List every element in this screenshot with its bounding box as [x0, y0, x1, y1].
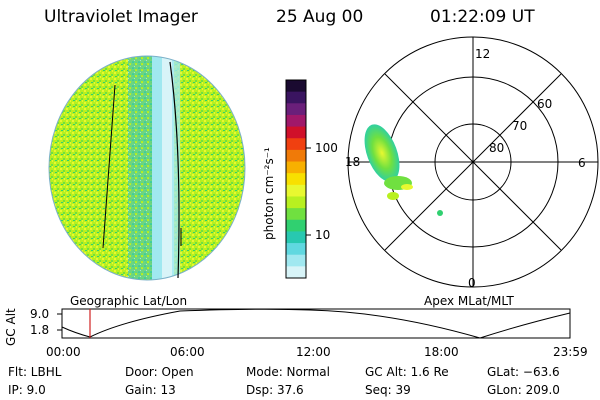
status-gain: Gain: 13 [125, 383, 176, 397]
colorbar [286, 80, 306, 279]
colorbar-segment [286, 243, 306, 256]
timeline-plot [57, 308, 571, 339]
colorbar-segment [286, 266, 306, 279]
status-ip: IP: 9.0 [8, 383, 46, 397]
colorbar-segment [286, 196, 306, 209]
instrument-title: Ultraviolet Imager [44, 7, 198, 27]
time-label: 01:22:09 UT [430, 7, 535, 27]
auroral-emission [364, 124, 400, 182]
colorbar-segment [286, 126, 306, 139]
timeline-ylabel: GC Alt [4, 308, 18, 346]
terminator-line [169, 61, 180, 279]
date-label: 25 Aug 00 [276, 7, 364, 27]
colorbar-segment [286, 91, 306, 104]
colorbar-segment [286, 173, 306, 186]
earth-disk-image [49, 56, 245, 280]
status-seq: Seq: 39 [365, 383, 411, 397]
colorbar-segment [286, 161, 306, 174]
left-panel-caption: Geographic Lat/Lon [70, 294, 188, 308]
mlt-label-0: 0 [468, 276, 476, 290]
colorbar-segment [286, 208, 306, 221]
colorbar-label: photon cm⁻²s⁻¹ [262, 147, 276, 240]
colorbar-segment [286, 254, 306, 267]
colorbar-segment [286, 103, 306, 116]
x-tick-0600: 06:00 [170, 345, 205, 359]
colorbar-segment [286, 184, 306, 197]
mlt-label-12: 12 [475, 47, 491, 61]
status-door: Door: Open [125, 365, 194, 379]
y-tick-1-8: 1.8 [30, 323, 50, 337]
y-tick-9: 9.0 [30, 307, 50, 321]
colorbar-tick-100: 100 [315, 141, 338, 155]
mlt-label-6: 6 [578, 156, 586, 170]
x-tick-1800: 18:00 [424, 345, 459, 359]
x-tick-2359: 23:59 [553, 345, 588, 359]
lat-label-60: 60 [537, 97, 553, 111]
colorbar-segment [286, 149, 306, 163]
x-tick-0000: 00:00 [46, 345, 81, 359]
colorbar-tick-10: 10 [315, 228, 331, 242]
polar-caption: Apex MLat/MLT [424, 294, 514, 308]
lat-label-70: 70 [512, 119, 528, 133]
status-mode: Mode: Normal [246, 365, 330, 379]
colorbar-segment [286, 219, 306, 232]
status-filter: Flt: LBHL [8, 365, 62, 379]
status-glon: GLon: 209.0 [487, 383, 560, 397]
mlt-label-18: 18 [345, 155, 361, 169]
status-dsp: Dsp: 37.6 [246, 383, 304, 397]
status-gc-alt: GC Alt: 1.6 Re [365, 365, 449, 379]
x-tick-1200: 12:00 [296, 345, 331, 359]
colorbar-segment [286, 80, 306, 93]
colorbar-segment [286, 231, 306, 244]
lat-label-80: 80 [489, 141, 505, 155]
polar-plot [347, 36, 599, 288]
longitude-line [102, 84, 116, 249]
disk-limb [48, 55, 246, 281]
status-glat: GLat: −63.6 [487, 365, 560, 379]
colorbar-segment [286, 138, 306, 151]
colorbar-segment [286, 114, 306, 128]
